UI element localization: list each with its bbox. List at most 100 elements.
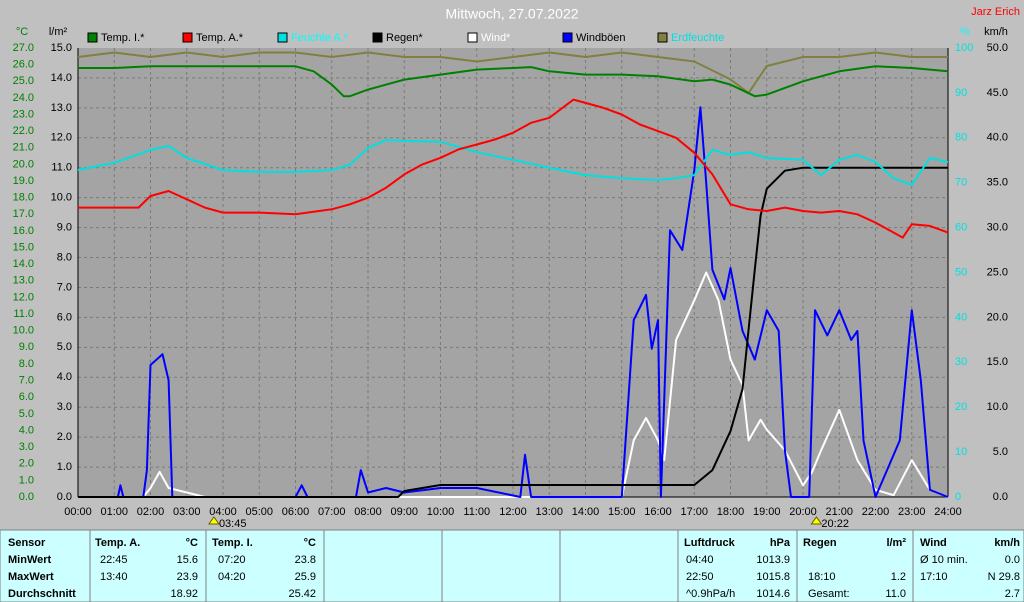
x-tick-label: 17:00 xyxy=(680,506,708,518)
legend-label: Regen* xyxy=(386,32,423,44)
y-tick-label: 10.0 xyxy=(13,325,34,337)
sun-marker xyxy=(810,516,823,525)
legend-label: Windböen xyxy=(576,32,626,44)
y-axis-unit: °C xyxy=(16,26,28,38)
y2-tick-label: 14.0 xyxy=(51,72,72,84)
legend-label: Temp. A.* xyxy=(196,32,244,44)
y-tick-label: 19.0 xyxy=(13,175,34,187)
x-tick-label: 22:00 xyxy=(862,506,890,518)
y3-axis-unit: % xyxy=(960,26,970,38)
y3-tick-label: 0 xyxy=(955,491,961,503)
series-line xyxy=(78,166,948,498)
y4-tick-label: 20.0 xyxy=(987,311,1008,323)
y4-tick-label: 40.0 xyxy=(987,132,1008,144)
series-line xyxy=(78,271,949,498)
legend-swatch xyxy=(562,32,573,43)
y4-tick-label: 0.0 xyxy=(993,491,1008,503)
y-tick-label: 20.0 xyxy=(13,158,34,170)
x-tick-label: 15:00 xyxy=(608,506,636,518)
legend-label: Erdfeuchte xyxy=(671,32,724,44)
y-tick-label: 21.0 xyxy=(13,142,34,154)
series-line xyxy=(78,65,949,98)
y2-tick-label: 12.0 xyxy=(51,132,72,144)
x-tick-label: 24:00 xyxy=(934,506,962,518)
x-tick-label: 07:00 xyxy=(318,506,346,518)
table-header: °C xyxy=(304,537,316,549)
x-tick-label: 12:00 xyxy=(499,506,527,518)
table-cell: ^0.9hPa/h xyxy=(686,588,735,600)
x-tick-label: 13:00 xyxy=(535,506,563,518)
y4-tick-label: 15.0 xyxy=(987,356,1008,368)
table-header: Regen xyxy=(803,537,837,549)
y3-tick-label: 80 xyxy=(955,132,967,144)
x-tick-label: 23:00 xyxy=(898,506,926,518)
y-tick-label: 25.0 xyxy=(13,75,34,87)
y3-tick-label: 20 xyxy=(955,401,967,413)
y2-tick-label: 9.0 xyxy=(57,222,72,234)
chart-title: Mittwoch, 27.07.2022 xyxy=(445,6,578,22)
legend-label: Temp. I.* xyxy=(101,32,145,44)
x-tick-label: 03:00 xyxy=(173,506,201,518)
table-cell: 17:10 xyxy=(920,571,948,583)
x-tick-label: 11:00 xyxy=(463,506,490,518)
sun-marker xyxy=(207,516,220,525)
y-tick-label: 18.0 xyxy=(13,192,34,204)
table-cell: Gesamt: xyxy=(808,588,850,600)
y-tick-label: 12.0 xyxy=(13,291,34,303)
y3-tick-label: 40 xyxy=(955,311,967,323)
y-tick-label: 13.0 xyxy=(13,275,34,287)
y-tick-label: 16.0 xyxy=(13,225,34,237)
y3-tick-label: 70 xyxy=(955,177,967,189)
y2-tick-label: 11.0 xyxy=(51,162,72,174)
table-header: Sensor xyxy=(8,537,46,549)
y4-tick-label: 35.0 xyxy=(987,177,1008,189)
y-tick-label: 3.0 xyxy=(19,441,34,453)
y-tick-label: 5.0 xyxy=(19,408,34,420)
table-cell: 04:20 xyxy=(218,571,246,583)
y2-tick-label: 2.0 xyxy=(57,431,72,443)
y-tick-label: 23.0 xyxy=(13,108,34,120)
x-tick-label: 18:00 xyxy=(717,506,745,518)
y2-tick-label: 1.0 xyxy=(57,461,72,473)
y4-tick-label: 45.0 xyxy=(987,87,1008,99)
table-cell: 22:50 xyxy=(686,571,714,583)
legend-swatch xyxy=(657,32,668,43)
y2-tick-label: 10.0 xyxy=(51,192,72,204)
legend-label: Wind* xyxy=(481,32,511,44)
table-cell: MinWert xyxy=(8,554,52,566)
table-cell: Ø 10 min. xyxy=(920,554,968,566)
x-tick-label: 01:00 xyxy=(100,506,128,518)
y2-tick-label: 4.0 xyxy=(57,371,72,383)
y2-tick-label: 13.0 xyxy=(51,102,72,114)
table-cell: 13:40 xyxy=(100,571,128,583)
y-tick-label: 0.0 xyxy=(19,491,34,503)
table-cell: 15.6 xyxy=(177,554,198,566)
x-tick-label: 05:00 xyxy=(245,506,273,518)
x-tick-label: 08:00 xyxy=(354,506,382,518)
y3-tick-label: 60 xyxy=(955,222,967,234)
y-tick-label: 4.0 xyxy=(19,424,34,436)
y4-tick-label: 5.0 xyxy=(993,446,1008,458)
y2-tick-label: 15.0 xyxy=(51,42,72,54)
table-cell: MaxWert xyxy=(8,571,54,583)
table-cell: 2.7 xyxy=(1005,588,1020,600)
y3-tick-label: 50 xyxy=(955,266,967,278)
legend-swatch xyxy=(182,32,193,43)
table-cell: 25.9 xyxy=(295,571,316,583)
y2-tick-label: 7.0 xyxy=(57,281,72,293)
y-tick-label: 2.0 xyxy=(19,458,34,470)
y3-tick-label: 100 xyxy=(955,42,973,54)
table-header: l/m² xyxy=(886,537,906,549)
x-tick-label: 04:00 xyxy=(209,506,237,518)
y2-tick-label: 3.0 xyxy=(57,401,72,413)
table-header: °C xyxy=(186,537,198,549)
y4-tick-label: 30.0 xyxy=(987,222,1008,234)
y-tick-label: 1.0 xyxy=(19,474,34,486)
y-tick-label: 6.0 xyxy=(19,391,34,403)
legend-swatch xyxy=(467,32,478,43)
author: Jarz Erich xyxy=(971,6,1020,18)
table-cell: 22:45 xyxy=(100,554,128,566)
x-tick-label: 06:00 xyxy=(282,506,310,518)
y2-tick-label: 0.0 xyxy=(57,491,72,503)
y-tick-label: 15.0 xyxy=(13,241,34,253)
